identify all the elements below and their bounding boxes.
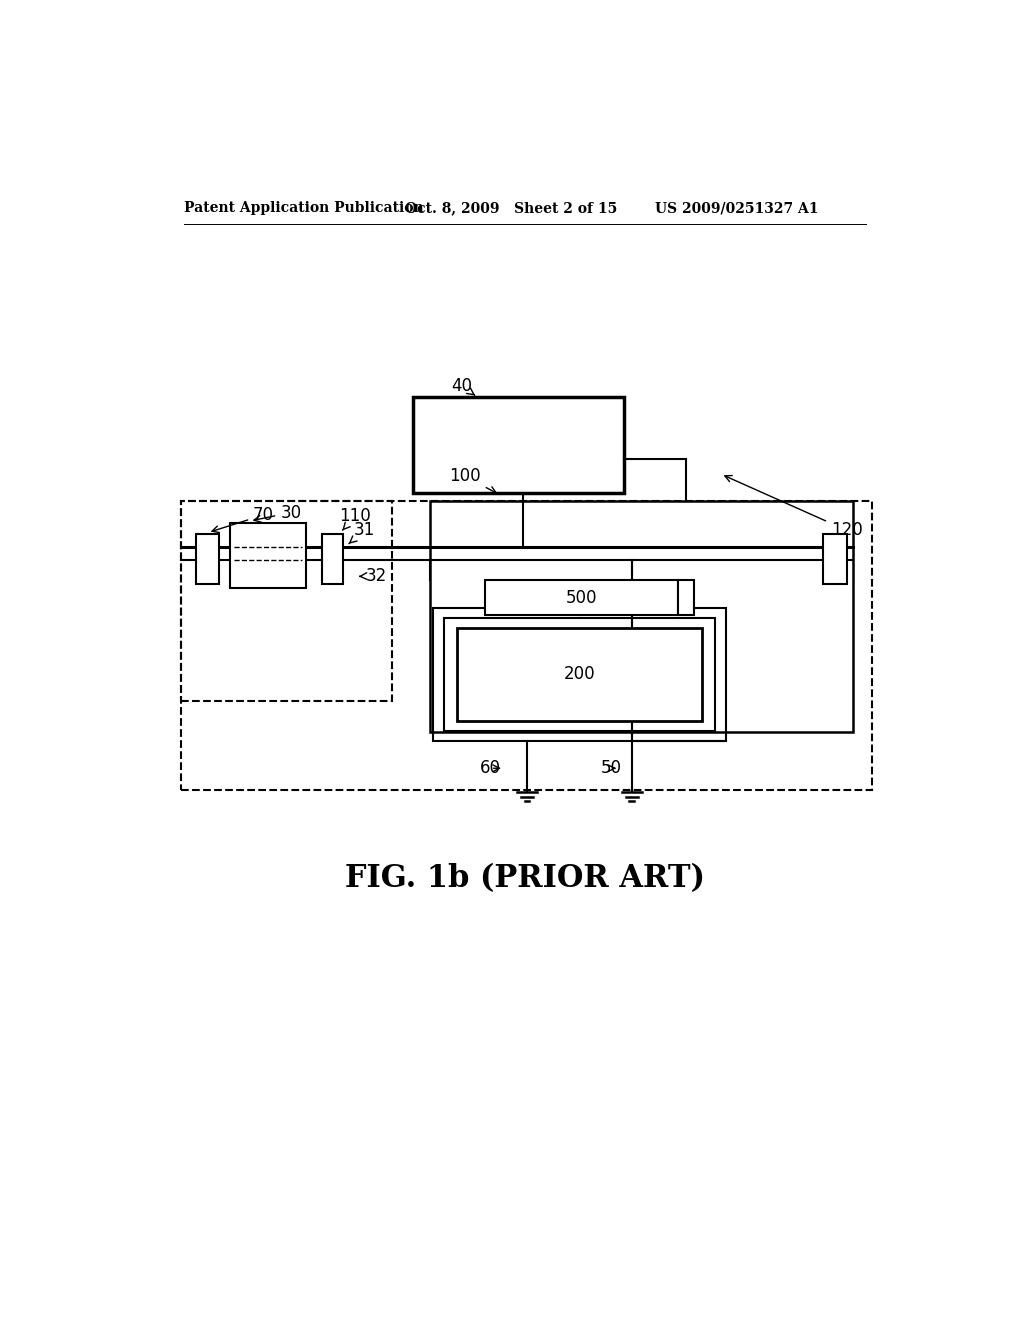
Text: 50: 50	[600, 759, 622, 777]
Text: Patent Application Publication: Patent Application Publication	[183, 202, 424, 215]
Bar	[180, 502, 391, 701]
Bar	[414, 397, 624, 494]
Text: 40: 40	[451, 376, 474, 395]
Bar	[180, 502, 872, 789]
Text: 31: 31	[349, 521, 375, 544]
Bar	[484, 581, 678, 615]
Text: 120: 120	[725, 475, 862, 540]
Bar	[823, 535, 847, 585]
Text: 32: 32	[359, 566, 387, 585]
Text: 100: 100	[450, 467, 497, 492]
Bar	[322, 535, 343, 585]
Text: 110: 110	[339, 507, 371, 531]
Bar	[197, 535, 219, 585]
Text: 200: 200	[563, 665, 595, 684]
Bar	[678, 581, 693, 615]
Bar	[230, 523, 306, 589]
Bar	[444, 618, 716, 730]
Text: US 2009/0251327 A1: US 2009/0251327 A1	[655, 202, 818, 215]
Bar	[432, 609, 726, 741]
Bar	[430, 502, 853, 733]
Bar	[458, 628, 701, 721]
Text: FIG. 1b (PRIOR ART): FIG. 1b (PRIOR ART)	[345, 863, 705, 894]
Text: 500: 500	[565, 589, 597, 607]
Text: Oct. 8, 2009   Sheet 2 of 15: Oct. 8, 2009 Sheet 2 of 15	[406, 202, 617, 215]
Text: 70: 70	[212, 506, 274, 532]
Text: 30: 30	[254, 504, 301, 523]
Text: 60: 60	[480, 759, 501, 777]
